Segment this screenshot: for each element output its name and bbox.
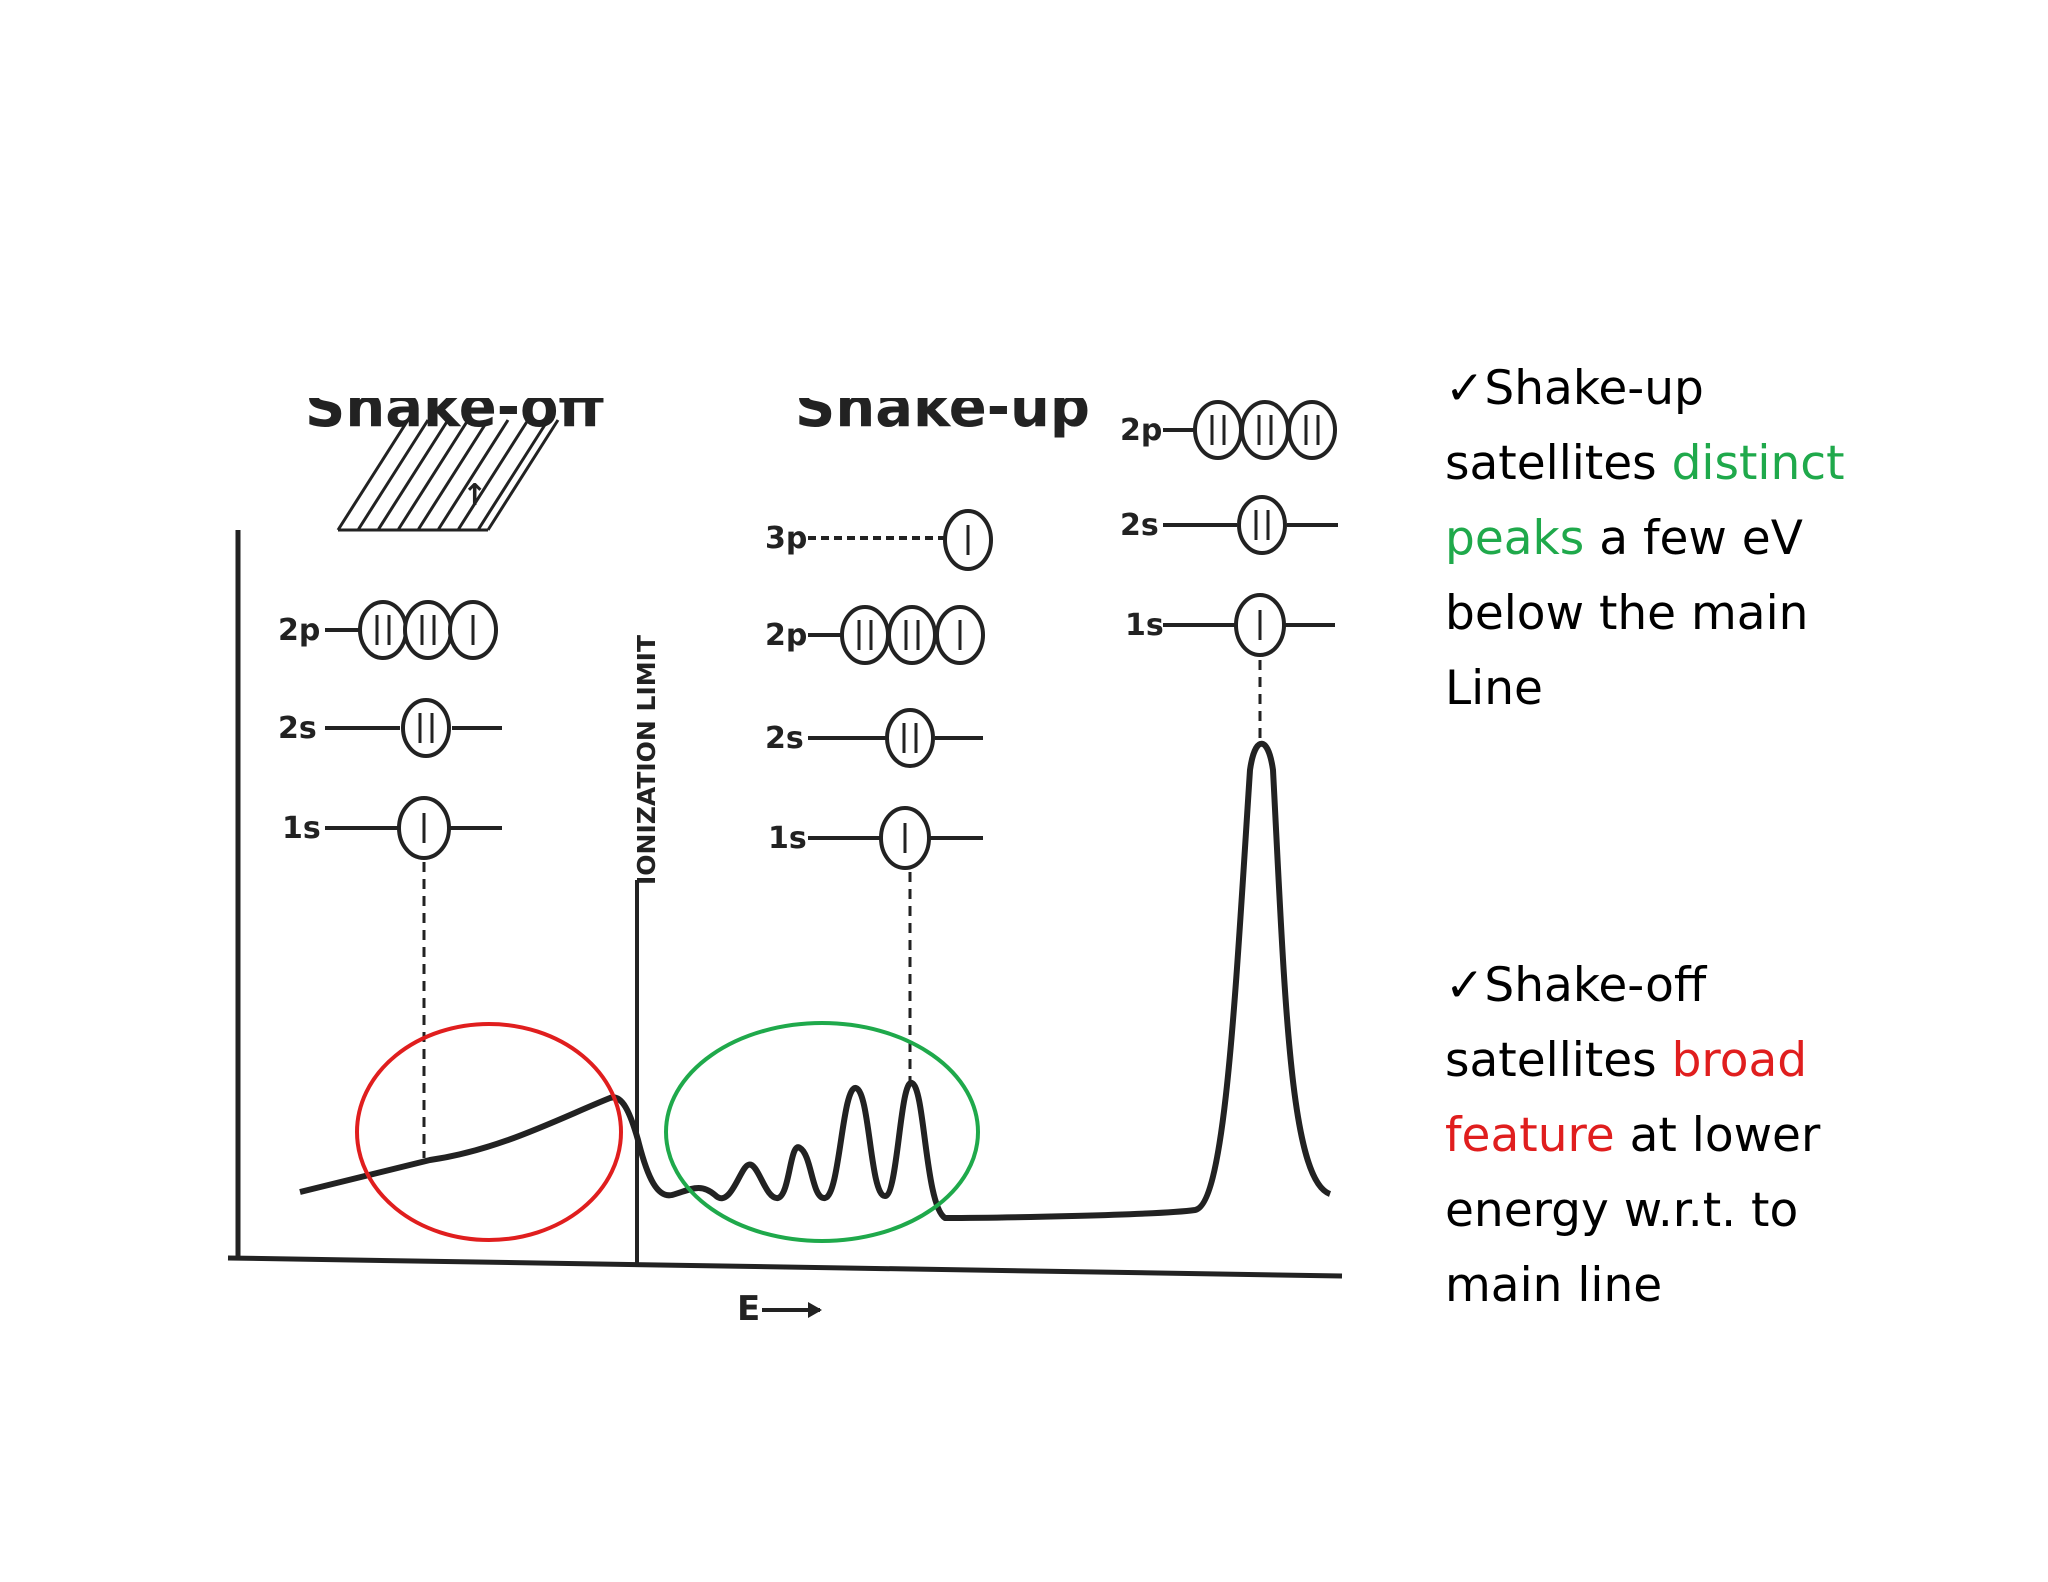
- e-axis-label-text: E: [737, 1289, 760, 1329]
- checkmark-icon: ✓: [1445, 958, 1485, 1013]
- shake-up-note-line5: Line: [1445, 661, 1543, 716]
- shake-off-header: Shake-off Shake-up: [305, 375, 1090, 440]
- level-label: 2p: [1120, 413, 1162, 448]
- level-label: 3p: [765, 521, 807, 556]
- satellite-diagram: Shake-off Shake-up ↑ E I: [227, 375, 1343, 1329]
- continuum-hatch: [336, 419, 560, 532]
- shake-off-header-text: Shake-off: [305, 375, 604, 440]
- e-axis-arrow-head: [808, 1302, 822, 1318]
- level-label: 2s: [765, 721, 804, 756]
- shake-off-note-line3: feature at lower: [1445, 1108, 1821, 1163]
- spectrum-curve: [299, 740, 1332, 1221]
- shake-off-note-line5: main line: [1445, 1258, 1663, 1313]
- level-label: 2p: [278, 613, 320, 648]
- level-label: 2s: [278, 711, 317, 746]
- shake-off-levels: 2p 2s 1s: [278, 600, 502, 860]
- checkmark-icon: ✓: [1445, 361, 1485, 416]
- shake-up-header-text: Shake-up: [795, 375, 1090, 440]
- shake-up-note: ✓Shake-up satellites distinct peaks a fe…: [1445, 351, 2005, 726]
- ionization-limit-label: IONIZATION LIMIT: [632, 635, 661, 885]
- continuum-electron-mark: ↑: [462, 478, 487, 513]
- shake-up-levels: 3p 2p 2s 1s: [765, 509, 993, 870]
- level-label: 2p: [765, 618, 807, 653]
- shake-off-note-line2: satellites broad: [1445, 1033, 1808, 1088]
- level-label: 1s: [282, 811, 321, 846]
- level-label: 1s: [1125, 608, 1164, 643]
- level-label: 2s: [1120, 508, 1159, 543]
- e-axis-label: E: [737, 1289, 822, 1329]
- main-line-levels: 2p 2s 1s: [1120, 400, 1338, 657]
- shake-up-note-line4: below the main: [1445, 586, 1809, 641]
- level-label: 1s: [768, 821, 807, 856]
- shake-off-highlight: [355, 1022, 623, 1242]
- shake-off-note-line4: energy w.r.t. to: [1445, 1183, 1799, 1238]
- axes: [227, 530, 1343, 1279]
- shake-up-note-line1: ✓Shake-up: [1445, 361, 1704, 416]
- shake-up-note-line3: peaks a few eV: [1445, 511, 1803, 566]
- shake-off-note-line1: ✓Shake-off: [1445, 958, 1707, 1013]
- shake-up-highlight: [664, 1021, 980, 1243]
- shake-up-note-line2: satellites distinct: [1445, 436, 1845, 491]
- shake-off-note: ✓Shake-off satellites broad feature at l…: [1445, 948, 2005, 1323]
